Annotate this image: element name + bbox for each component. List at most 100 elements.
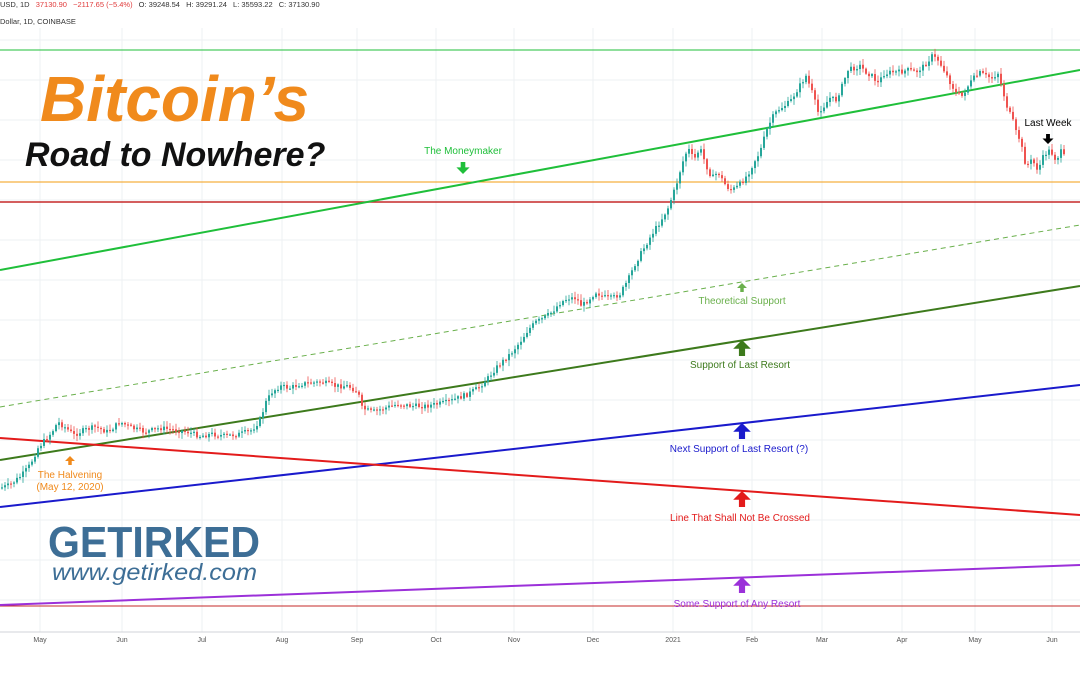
trend-line-the-moneymaker (0, 69, 1080, 271)
candle-body (94, 425, 96, 427)
candle-body (979, 71, 981, 76)
candle-body (1012, 111, 1014, 120)
candle-body (892, 70, 894, 73)
candle-body (220, 434, 222, 437)
candle-body (466, 393, 468, 397)
candle-body (376, 409, 378, 411)
candle-body (685, 153, 687, 162)
candle-body (817, 99, 819, 112)
candle-body (706, 159, 708, 170)
candle-body (49, 434, 51, 440)
candle-body (4, 485, 6, 488)
candle-body (187, 431, 189, 434)
candle-body (964, 92, 966, 96)
candle-body (97, 426, 99, 428)
candle-body (262, 412, 264, 418)
candle-body (118, 423, 120, 425)
candle-body (574, 297, 576, 300)
candle-body (754, 161, 756, 169)
candle-body (787, 100, 789, 106)
candle-body (778, 110, 780, 112)
candle-body (241, 431, 243, 433)
candle-body (190, 432, 192, 434)
label-last-week: Last Week (1024, 118, 1072, 129)
high-value: H: 39291.24 (186, 0, 227, 9)
candle-body (952, 84, 954, 89)
candle-body (73, 431, 75, 434)
candle-body (802, 82, 804, 84)
candle-body (439, 401, 441, 405)
candle-body (454, 398, 456, 400)
candle-body (133, 425, 135, 430)
candle-body (148, 430, 150, 433)
candle-body (34, 456, 36, 462)
candle-body (400, 405, 402, 407)
x-tick-label: Jun (116, 637, 127, 644)
candle-body (91, 425, 93, 430)
candle-body (913, 69, 915, 71)
candle-body (715, 173, 717, 176)
candle-body (1015, 119, 1017, 131)
candle-body (181, 430, 183, 434)
candle-body (940, 60, 942, 66)
candle-body (598, 293, 600, 296)
candle-body (661, 219, 663, 226)
candle-body (625, 282, 627, 287)
candle-body (829, 97, 831, 103)
candle-body (529, 327, 531, 333)
candle-body (751, 168, 753, 175)
low-value: L: 35593.22 (233, 0, 273, 9)
candle-body (1039, 164, 1041, 170)
trend-lines (0, 49, 1080, 607)
label-support-of-last-resort: Support of Last Resort (690, 360, 790, 371)
candle-body (664, 214, 666, 220)
candle-body (1054, 154, 1056, 160)
candle-body (619, 295, 621, 298)
candle-body (289, 388, 291, 390)
candle-body (652, 233, 654, 238)
candle-body (508, 354, 510, 361)
candle-body (484, 381, 486, 387)
chart-header: USD, 1D 37130.90 −2117.65 (−5.4%) O: 392… (0, 0, 1080, 12)
change-value: −2117.65 (−5.4%) (73, 0, 133, 9)
candle-body (457, 396, 459, 399)
x-tick-label: Mar (816, 637, 829, 644)
candle-body (319, 381, 321, 383)
candle-body (709, 169, 711, 177)
candle-body (886, 74, 888, 77)
candle-body (340, 384, 342, 389)
getirked-logo: GETIRKED www.getirked.com (48, 518, 260, 585)
label-the-halvening-date: (May 12, 2020) (36, 482, 103, 493)
candle-body (292, 385, 294, 389)
candle-body (64, 427, 66, 429)
candle-body (496, 365, 498, 373)
candle-body (1048, 149, 1050, 155)
candle-body (28, 464, 30, 469)
candle-body (544, 315, 546, 319)
candle-body (58, 422, 60, 426)
label-theoretical-support: Theoretical Support (698, 296, 785, 307)
candle-body (82, 428, 84, 434)
arrow-the-halvening (65, 456, 75, 465)
trend-line-some-support-of-any-resort (0, 564, 1080, 606)
candle-body (835, 96, 837, 102)
candle-body (364, 405, 366, 410)
candle-body (895, 71, 897, 73)
candle-body (235, 436, 237, 438)
candle-body (16, 477, 18, 483)
candle-body (556, 306, 558, 312)
x-tick-label: Oct (431, 637, 442, 644)
candle-body (922, 64, 924, 71)
candle-body (916, 70, 918, 73)
candle-body (427, 404, 429, 408)
candle-body (22, 471, 24, 477)
candle-body (967, 86, 969, 93)
candle-body (1057, 157, 1059, 160)
candle-body (562, 301, 564, 306)
label-some-support-of-any-resort: Some Support of Any Resort (674, 599, 801, 610)
candle-body (418, 403, 420, 408)
candle-body (313, 382, 315, 384)
candle-body (214, 432, 216, 437)
candle-body (331, 381, 333, 384)
candle-body (502, 359, 504, 366)
